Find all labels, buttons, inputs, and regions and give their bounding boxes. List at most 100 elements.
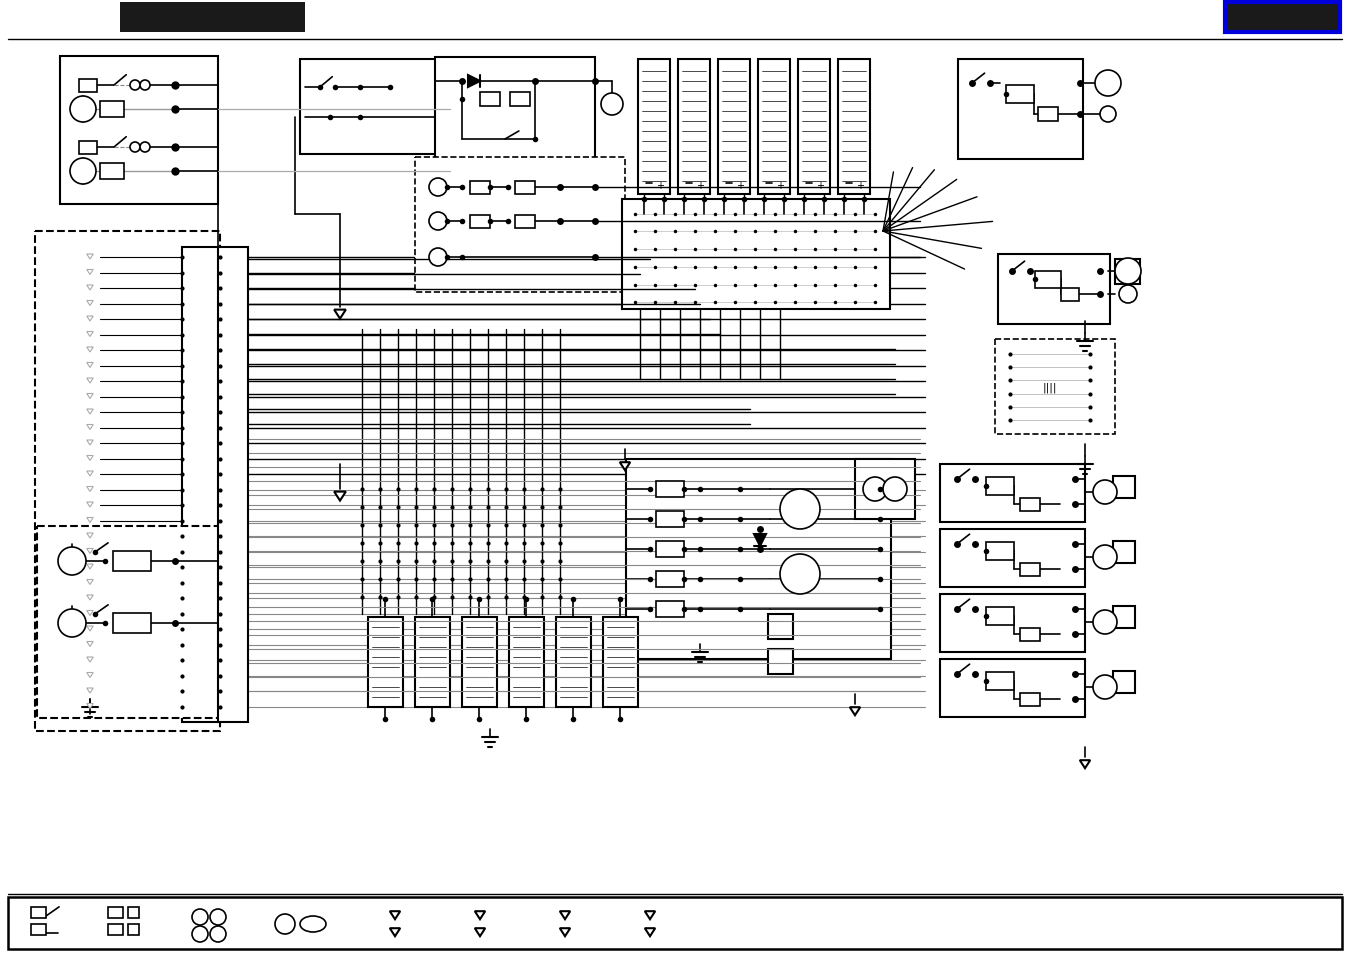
Bar (798, 60, 830, 194)
Bar (1021, 498, 1040, 511)
Polygon shape (86, 286, 93, 291)
Text: +: + (856, 181, 864, 191)
Bar (470, 215, 490, 229)
Bar (986, 672, 1014, 690)
Polygon shape (86, 658, 93, 662)
Bar (108, 906, 123, 918)
Bar (100, 102, 124, 118)
Circle shape (58, 547, 86, 576)
Polygon shape (86, 641, 93, 647)
Bar (656, 512, 684, 527)
Polygon shape (86, 472, 93, 476)
Polygon shape (86, 395, 93, 399)
Polygon shape (86, 333, 93, 337)
Bar (80, 79, 97, 92)
Polygon shape (86, 440, 93, 446)
Bar (626, 459, 891, 659)
Circle shape (70, 159, 96, 185)
Polygon shape (86, 456, 93, 461)
Polygon shape (86, 487, 93, 492)
Bar (958, 60, 1083, 160)
Polygon shape (390, 911, 400, 920)
Circle shape (140, 143, 150, 152)
Bar (757, 60, 790, 194)
Circle shape (70, 97, 96, 123)
Polygon shape (86, 703, 93, 709)
Bar (36, 526, 221, 719)
Bar (678, 60, 710, 194)
Bar (986, 477, 1014, 496)
Bar (510, 92, 531, 107)
Bar (108, 923, 123, 935)
Polygon shape (86, 611, 93, 616)
Polygon shape (645, 928, 655, 936)
Bar (1224, 3, 1341, 33)
Polygon shape (86, 425, 93, 430)
Bar (1061, 288, 1079, 301)
Circle shape (863, 477, 887, 501)
Bar (556, 618, 591, 707)
Bar (940, 464, 1085, 522)
Polygon shape (86, 254, 93, 260)
Circle shape (1094, 545, 1116, 569)
Polygon shape (849, 707, 860, 716)
Bar (31, 906, 46, 918)
Circle shape (130, 81, 140, 91)
Text: +: + (697, 181, 703, 191)
Polygon shape (86, 271, 93, 275)
Bar (113, 614, 151, 634)
Bar (940, 595, 1085, 652)
Polygon shape (560, 928, 570, 936)
Bar (1112, 606, 1135, 628)
Bar (435, 58, 595, 172)
Polygon shape (86, 348, 93, 353)
Polygon shape (560, 911, 570, 920)
Circle shape (275, 914, 296, 934)
Bar (986, 607, 1014, 625)
Bar (986, 542, 1014, 560)
Polygon shape (86, 518, 93, 523)
Bar (998, 254, 1110, 325)
Polygon shape (1080, 760, 1091, 768)
Polygon shape (475, 928, 485, 936)
Polygon shape (86, 316, 93, 322)
Bar (656, 601, 684, 618)
Bar (59, 57, 217, 205)
Polygon shape (335, 492, 346, 501)
Circle shape (429, 179, 447, 196)
Bar (639, 60, 670, 194)
Bar (182, 248, 220, 722)
Circle shape (192, 909, 208, 925)
Bar (622, 200, 890, 310)
Polygon shape (86, 673, 93, 678)
Polygon shape (86, 502, 93, 507)
Bar (35, 232, 220, 731)
Bar (1035, 272, 1061, 288)
Circle shape (1094, 676, 1116, 700)
Polygon shape (86, 549, 93, 554)
Bar (8, 897, 1342, 949)
Text: +: + (736, 181, 744, 191)
Polygon shape (475, 911, 485, 920)
Polygon shape (86, 564, 93, 569)
Circle shape (58, 609, 86, 638)
Bar (1112, 541, 1135, 563)
Bar (462, 618, 497, 707)
Bar (414, 158, 625, 293)
Bar (127, 906, 139, 918)
Text: +: + (815, 181, 824, 191)
Bar (855, 459, 915, 519)
Text: +: + (656, 181, 664, 191)
Polygon shape (86, 378, 93, 384)
Bar (113, 552, 151, 572)
Circle shape (1094, 610, 1116, 635)
Circle shape (780, 490, 819, 530)
Bar (300, 60, 446, 154)
Bar (481, 92, 500, 107)
Bar (1115, 260, 1139, 285)
Circle shape (192, 926, 208, 942)
Bar (31, 923, 46, 935)
Polygon shape (86, 301, 93, 306)
Circle shape (1095, 71, 1120, 97)
Bar (656, 541, 684, 558)
